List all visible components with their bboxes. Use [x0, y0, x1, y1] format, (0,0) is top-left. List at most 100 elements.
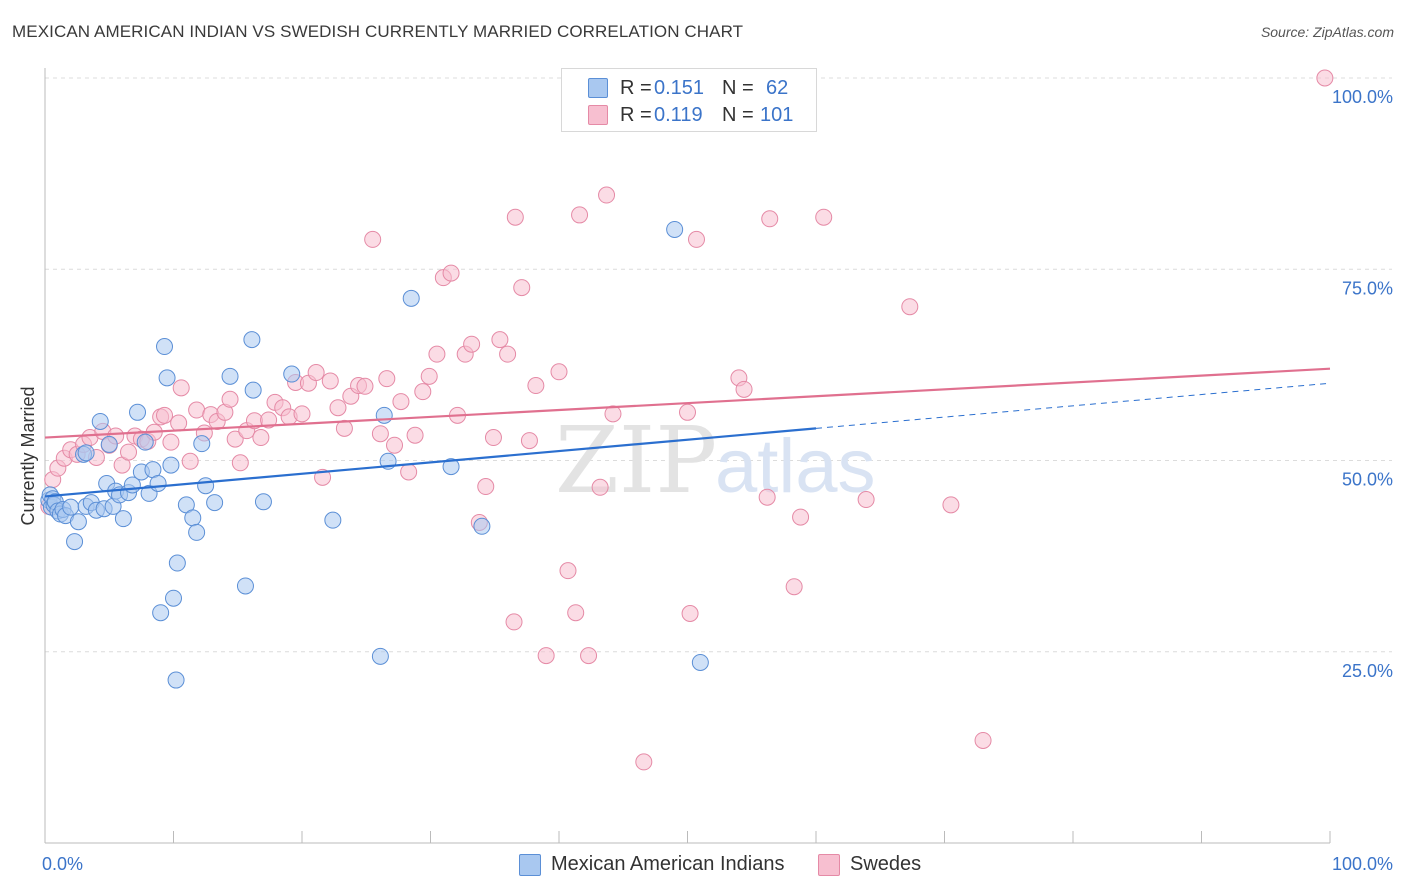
point-mexican-american-indians [402, 289, 420, 307]
point-mexican-american-indians [168, 554, 186, 572]
bottom-legend-swatch-pink [818, 854, 840, 876]
point-mexican-american-indians [149, 474, 167, 492]
point-swedes [580, 647, 598, 665]
point-swedes [371, 425, 389, 443]
point-swedes [604, 405, 622, 423]
point-swedes [901, 298, 919, 316]
bottom-legend-swatch-blue [519, 854, 541, 876]
point-swedes [499, 345, 517, 363]
point-mexican-american-indians [165, 589, 182, 607]
point-mexican-american-indians [206, 494, 224, 512]
point-swedes [170, 414, 188, 432]
point-mexican-american-indians [324, 511, 342, 529]
watermark-zip: ZIP [555, 407, 717, 514]
legend-r-label: R = [620, 77, 652, 99]
point-swedes [406, 426, 424, 444]
point-mexican-american-indians [129, 403, 147, 421]
trend-line-mexican-american-indians [44, 427, 817, 498]
point-mexican-american-indians [66, 533, 84, 551]
point-swedes [635, 753, 653, 771]
point-swedes [378, 370, 396, 388]
point-swedes [792, 508, 810, 526]
point-swedes [942, 496, 960, 514]
point-swedes [1316, 69, 1334, 87]
x-tick-label: 0.0% [42, 854, 83, 874]
legend-r-value: 0.151 [654, 77, 705, 99]
point-swedes [505, 613, 523, 631]
point-swedes [181, 452, 199, 470]
point-swedes [329, 399, 347, 417]
legend-swatch-pink [588, 105, 608, 125]
point-swedes [156, 406, 174, 424]
point-swedes [120, 443, 138, 461]
bottom-legend-label: Swedes [850, 853, 922, 875]
point-mexican-american-indians [152, 604, 170, 622]
point-swedes [188, 401, 206, 419]
point-swedes [537, 647, 555, 665]
watermark: ZIP atlas [555, 407, 876, 514]
point-swedes [735, 380, 753, 398]
point-mexican-american-indians [162, 456, 180, 474]
point-swedes [162, 433, 180, 451]
point-swedes [172, 379, 190, 397]
point-mexican-american-indians [69, 513, 87, 531]
point-swedes [571, 206, 589, 224]
bottom-legend-label: Mexican American Indians [551, 853, 785, 875]
gridlines [45, 77, 1392, 653]
point-swedes [428, 345, 446, 363]
point-mexican-american-indians [473, 517, 491, 535]
point-mexican-american-indians [442, 458, 460, 476]
legend-r-value: 0.119 [654, 104, 703, 126]
point-swedes [815, 208, 833, 226]
point-swedes [567, 604, 585, 622]
point-mexican-american-indians [100, 435, 118, 453]
point-mexican-american-indians [114, 510, 132, 528]
point-swedes [527, 377, 545, 395]
point-swedes [252, 429, 270, 447]
legend-swatch-blue [588, 78, 608, 98]
point-mexican-american-indians [254, 493, 272, 511]
point-mexican-american-indians [167, 671, 185, 689]
point-swedes [598, 186, 616, 204]
legend-n-label: N = [722, 77, 754, 99]
point-mexican-american-indians [236, 577, 254, 595]
point-swedes [974, 731, 992, 749]
point-mexican-american-indians [136, 433, 154, 451]
trend-line-extension-mexican-american-indians [815, 382, 1331, 429]
point-mexican-american-indians [91, 412, 109, 430]
trend-line-swedes [44, 367, 1331, 439]
point-swedes [392, 393, 410, 411]
point-swedes [356, 377, 374, 395]
point-swedes [414, 383, 432, 401]
trend-lines [44, 367, 1331, 498]
point-swedes [335, 419, 353, 437]
point-swedes [491, 331, 509, 349]
point-swedes [386, 436, 404, 454]
point-swedes [442, 264, 460, 282]
legend-n-value: 101 [760, 104, 794, 126]
point-swedes [687, 230, 705, 248]
point-swedes [513, 279, 531, 297]
legend-r-label: R = [620, 104, 652, 126]
y-tick-label: 100.0% [1332, 87, 1393, 107]
correlation-legend: R = 0.151 N = 62 R = 0.119 N = 101 [561, 68, 817, 132]
point-swedes [681, 605, 699, 622]
point-mexican-american-indians [244, 381, 262, 399]
point-mexican-american-indians [188, 523, 206, 541]
chart-title: MEXICAN AMERICAN INDIAN VS SWEDISH CURRE… [12, 22, 744, 41]
point-swedes [761, 210, 779, 228]
x-tick-label: 100.0% [1332, 854, 1393, 874]
axes [44, 68, 1331, 844]
point-mexican-american-indians [283, 365, 301, 383]
point-mexican-american-indians [243, 331, 261, 349]
point-mexican-american-indians [62, 498, 80, 516]
point-mexican-american-indians [193, 435, 211, 453]
point-mexican-american-indians [156, 338, 174, 356]
point-swedes [679, 403, 696, 421]
point-swedes [559, 562, 577, 580]
point-swedes [321, 372, 339, 390]
point-swedes [520, 432, 538, 450]
point-mexican-american-indians [691, 653, 709, 671]
point-swedes [758, 488, 776, 506]
